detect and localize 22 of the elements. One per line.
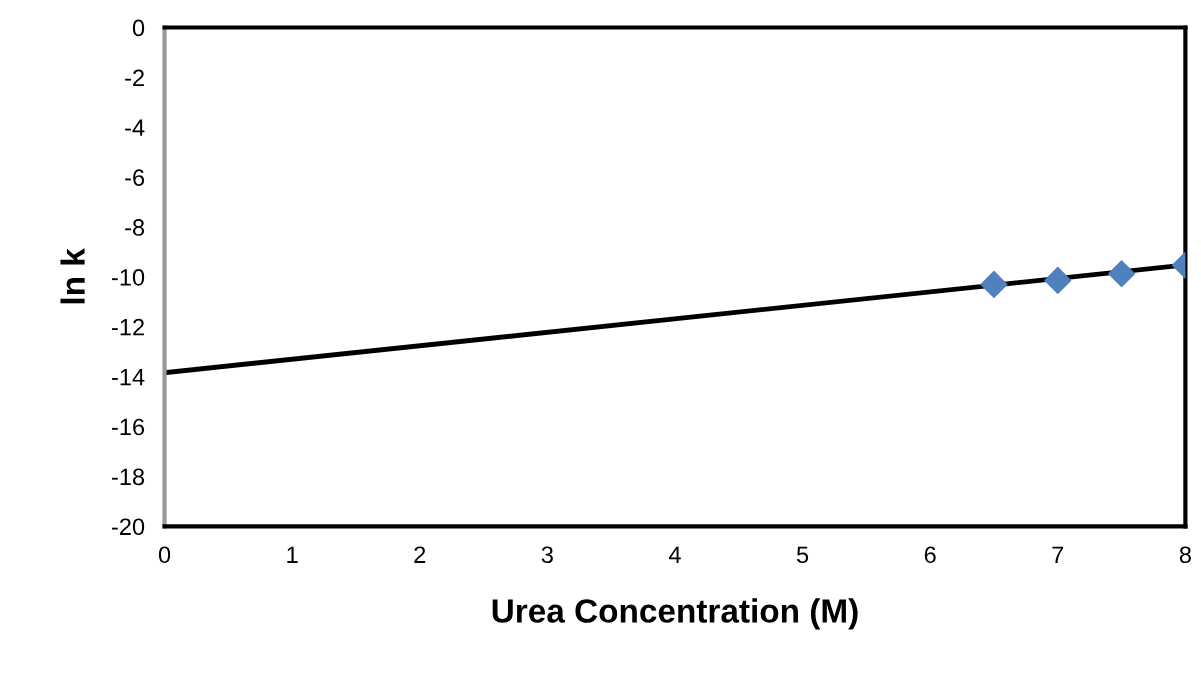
x-tick-label: 1 xyxy=(287,546,298,563)
y-tick-label: -18 xyxy=(112,468,145,486)
x-tick-label: 6 xyxy=(924,546,936,564)
y-tick-label: -2 xyxy=(125,69,144,86)
x-tick-label: 2 xyxy=(414,546,426,563)
y-tick-label: -20 xyxy=(112,518,145,536)
x-tick-label: 3 xyxy=(541,546,553,564)
x-tick-label: 5 xyxy=(796,546,809,564)
y-tick-label: 0 xyxy=(132,19,145,37)
x-tick-label: 8 xyxy=(1179,546,1191,564)
y-tick-label: -10 xyxy=(112,268,145,286)
x-tick-label: 7 xyxy=(1052,546,1064,563)
y-tick-label: -8 xyxy=(125,219,145,236)
x-axis-title: Urea Concentration (M) xyxy=(492,598,858,630)
y-tick-label: -14 xyxy=(112,368,145,386)
y-tick-label: -4 xyxy=(125,119,145,136)
y-tick-label: -12 xyxy=(112,318,144,336)
y-tick-label: -16 xyxy=(112,418,145,436)
x-tick-label: 4 xyxy=(668,546,681,563)
y-axis-title: ln k xyxy=(60,248,85,304)
y-tick-label: -6 xyxy=(125,169,145,186)
x-tick-label: 0 xyxy=(158,546,171,564)
